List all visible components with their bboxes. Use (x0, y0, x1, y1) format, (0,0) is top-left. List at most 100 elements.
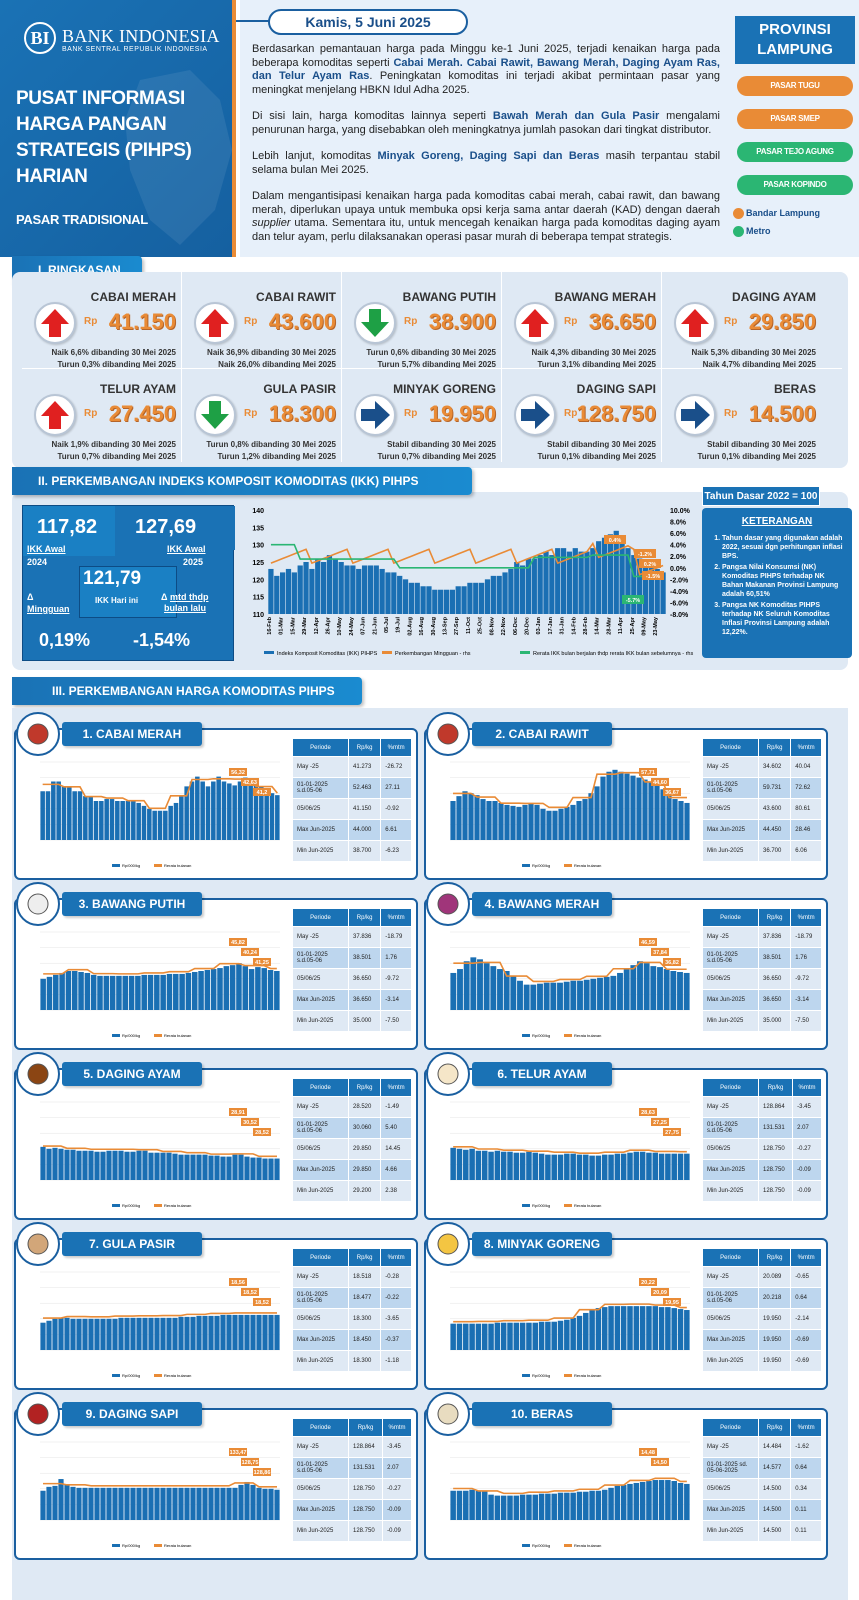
price-bar (526, 1494, 532, 1520)
price-bar (481, 1323, 488, 1350)
price-bar (633, 1151, 640, 1180)
price-bar (576, 1315, 583, 1350)
price-bar (469, 1323, 475, 1350)
ikk-bar (467, 582, 473, 614)
price-bar (157, 810, 163, 840)
ikk-awal-2024-year: 2024 (27, 557, 48, 567)
market-button-4[interactable]: PASAR KOPINDO (737, 175, 853, 195)
price-bar (141, 805, 147, 840)
price-bar (173, 802, 179, 840)
change-vs-day: Stabil dibanding 30 Mei 2025 (707, 440, 816, 449)
table-cell: 0.11 (790, 1499, 822, 1521)
ikk-bar (619, 541, 625, 614)
price-chart: 133,47 128,75 128,86 Rp/000/kg Rerata bulana… (40, 1441, 280, 1548)
panel-title: 5. DAGING AYAM (62, 1062, 202, 1086)
price-bar (490, 966, 497, 1010)
summary-card: MINYAK GORENG Rp 19.950 Stabil dibanding 30… (342, 368, 502, 461)
price-bar (570, 980, 577, 1010)
table-cell: 29.850 (347, 1138, 382, 1160)
price-bar (519, 1494, 526, 1520)
market-button-1[interactable]: PASAR TUGU (737, 76, 853, 96)
value-label-bg (229, 1448, 247, 1456)
price-bar (469, 1489, 475, 1520)
table-cell: -0.27 (382, 1478, 412, 1500)
price-bar (261, 968, 267, 1010)
card-divider (181, 272, 182, 462)
commodity-name: CABAI RAWIT (256, 290, 336, 304)
price-bar (90, 974, 97, 1010)
table-cell: May -25 (292, 1266, 349, 1288)
price-bar (40, 791, 45, 840)
legend-swatch (564, 1034, 572, 1037)
price-bar (642, 779, 648, 840)
ikk-bar (596, 541, 602, 614)
price-up-arrow-icon (674, 302, 716, 344)
price-bar (677, 1309, 684, 1350)
legend-label: Rerata bulanan (574, 1543, 601, 1548)
table-row: Min Jun-2025 35.000 -7.50 (702, 1010, 822, 1032)
price-bar (256, 1487, 262, 1520)
panel-title: 10. BERAS (472, 1402, 612, 1426)
table-row: Min Jun-2025 35.000 -7.50 (292, 1010, 412, 1032)
price-table: Periode Rp/kg %mtm May -25 14.484 -1.62 01-01-… (702, 1418, 822, 1542)
chart-legend-label: Indeks Komposit Komoditas (IKK) PIHPS (277, 651, 378, 657)
price-bar (590, 978, 597, 1010)
ikk-bar (572, 548, 578, 614)
table-cell: 01-01-2025 s.d.05-06 (292, 777, 349, 799)
ikk-mtd-label: mtd thdp (170, 592, 209, 602)
price-bar (684, 802, 690, 840)
table-cell: -7.50 (380, 1010, 412, 1032)
legend-label: Rp/000/kg (532, 1033, 550, 1038)
price-bar (274, 1158, 280, 1180)
price-bar (532, 1152, 539, 1180)
price-bar (185, 972, 192, 1010)
ikk-bar (373, 565, 379, 614)
price-bar (88, 1318, 94, 1350)
market-button-2[interactable]: PASAR SMEP (737, 109, 853, 129)
price-bar (115, 801, 120, 840)
table-cell: 14.500 (757, 1499, 792, 1521)
narrative-paragraph: Berdasarkan pemantauan harga pada Minggu… (252, 43, 720, 97)
narrative-segment: utama. Sementara itu, untuk mencegah ken… (252, 217, 720, 243)
price-bar (469, 1148, 475, 1180)
table-row: Min Jun-2025 128.750 -0.09 (292, 1520, 412, 1542)
table-cell: 14.500 (757, 1520, 792, 1542)
table-row: Min Jun-2025 29.200 2.38 (292, 1180, 412, 1202)
table-cell: 05/06/25 (702, 1138, 759, 1160)
table-cell: -0.37 (380, 1329, 412, 1351)
notes-title: KETERANGAN (741, 516, 813, 527)
ikk-notes-box: KETERANGAN Tahun dasar yang digunakan ad… (702, 508, 852, 658)
change-vs-day: Naik 6,6% dibanding 30 Mei 2025 (51, 348, 177, 357)
delta-weekly-icon: Δ (27, 592, 34, 602)
table-cell: 131.531 (757, 1117, 794, 1139)
legend-label: Rp/000/kg (532, 1543, 550, 1548)
price-flat-arrow-icon (514, 394, 556, 436)
value-label: 28,52 (255, 1130, 269, 1136)
table-header: Rp/kg (347, 1248, 382, 1267)
price-bar (500, 1322, 507, 1350)
table-row: 05/06/25 19.950 -2.14 (702, 1308, 822, 1330)
legend-label: Bandar Lampung (746, 208, 821, 218)
ikk-bar (607, 534, 614, 614)
price-bar (546, 810, 552, 840)
value-label-bg (241, 948, 259, 956)
change-vs-day: Naik 36,9% dibanding 30 Mei 2025 (207, 348, 336, 357)
table-row: 01-01-2025 s.d.05-06 131.531 2.07 (702, 1117, 822, 1139)
table-header-row: Periode Rp/kg %mtm (292, 1418, 412, 1437)
ringkasan-panel (12, 272, 848, 468)
price-bar (160, 1487, 166, 1520)
x-tick-label: 11-Apr (618, 616, 624, 634)
ikk-bar (408, 582, 415, 614)
price-bar (557, 1154, 564, 1180)
row-divider (22, 368, 842, 369)
price-bar (517, 980, 523, 1010)
price-bar (601, 1307, 608, 1350)
value-label: 30,52 (243, 1120, 257, 1126)
value-label: 57,71 (641, 770, 655, 776)
table-cell: 18.477 (347, 1287, 382, 1309)
x-tick-label: 10-May (337, 616, 343, 636)
legend-label: Metro (746, 226, 771, 236)
market-button-3[interactable]: PASAR TEJO AGUNG (737, 142, 853, 162)
narrative-segment: Dalam mengantisipasi kenaikan harga pada… (252, 190, 720, 216)
table-row: Min Jun-2025 14.500 0.11 (702, 1520, 822, 1542)
